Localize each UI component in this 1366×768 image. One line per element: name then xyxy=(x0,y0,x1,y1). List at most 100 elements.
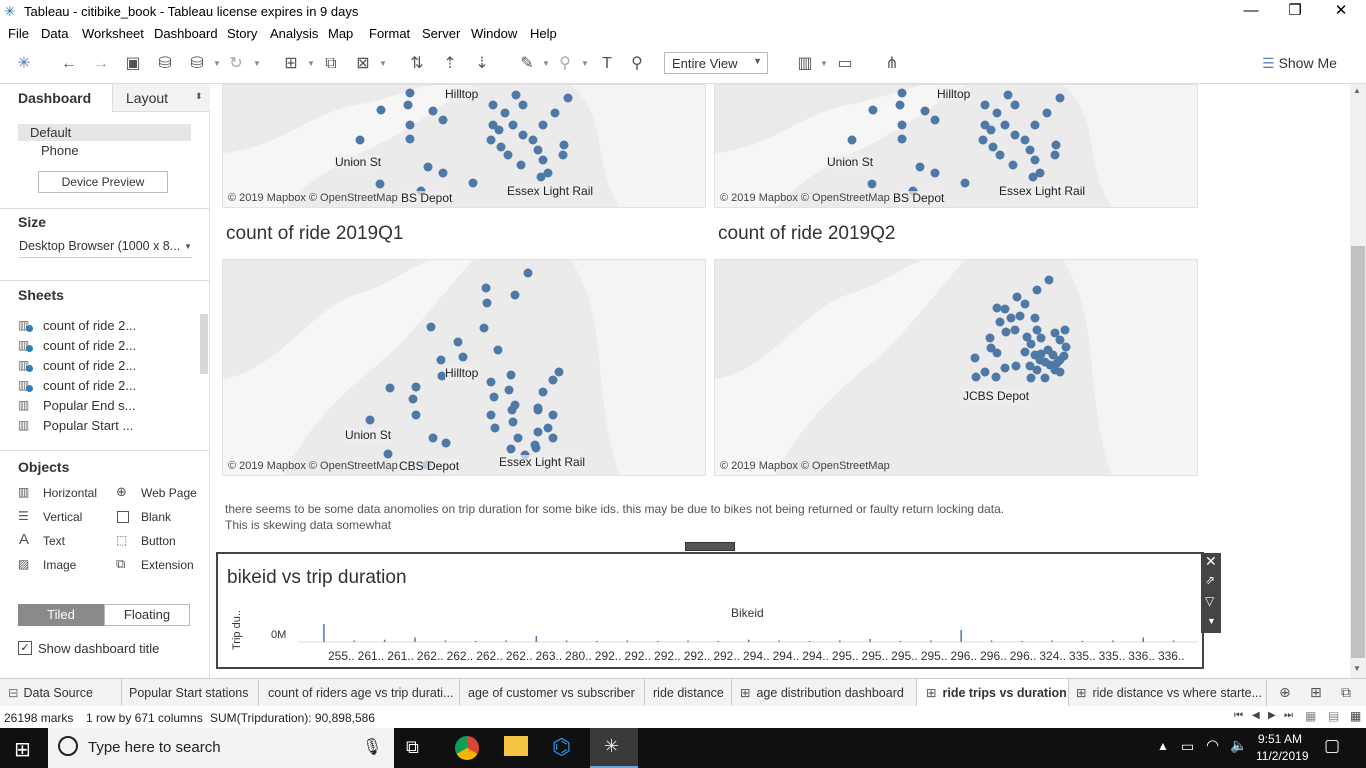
object-horizontal[interactable]: ▥ Horizontal xyxy=(18,485,98,500)
object-extension[interactable]: ⧉ Extension xyxy=(116,556,194,572)
vscode-icon[interactable]: ⌬ xyxy=(552,734,572,759)
chevron-down-icon[interactable]: ▼ xyxy=(307,59,315,68)
sheet-item[interactable]: ▥ count of ride 2... xyxy=(18,378,137,393)
battery-icon[interactable]: ▭ xyxy=(1181,738,1195,754)
tab-ride-distance-vs-start[interactable]: ⊞ ride distance vs where starte... xyxy=(1069,679,1267,707)
duplicate-icon[interactable]: ⧉ xyxy=(325,55,337,72)
sheet-item[interactable]: ▥ count of ride 2... xyxy=(18,338,137,353)
highlight-icon[interactable]: ✎ xyxy=(520,55,534,72)
chevron-up-icon[interactable]: ▲ xyxy=(1157,739,1169,753)
menu-worksheet[interactable]: Worksheet xyxy=(82,26,144,41)
sheet-item[interactable]: ▥ count of ride 2... xyxy=(18,358,137,373)
tab-dashboard[interactable]: Dashboard xyxy=(0,84,112,112)
scrollbar-thumb[interactable] xyxy=(1351,246,1365,658)
clear-sheet-icon[interactable]: ⊠ xyxy=(356,55,370,72)
sheets-scrollbar[interactable] xyxy=(200,314,208,374)
last-sheet-icon[interactable]: ⏭ xyxy=(1284,710,1293,721)
sheet-item[interactable]: ▥ Popular Start ... xyxy=(18,418,134,433)
menu-analysis[interactable]: Analysis xyxy=(270,26,319,41)
map-attribution[interactable]: © 2019 Mapbox © OpenStreetMap xyxy=(228,192,398,204)
clock-time[interactable]: 9:51 AM xyxy=(1258,732,1303,746)
bar-chart-container[interactable]: bikeid vs trip duration Bikeid Trip du..… xyxy=(216,552,1204,669)
object-image[interactable]: ▨ Image xyxy=(18,557,77,572)
new-worksheet-icon[interactable]: ⊞ xyxy=(284,55,298,72)
chevron-down-icon[interactable]: ▼ xyxy=(581,59,589,68)
object-blank[interactable]: Blank xyxy=(116,509,206,527)
clock-date[interactable]: 11/2/2019 xyxy=(1256,749,1309,763)
new-data-source-icon[interactable]: ⛁ xyxy=(158,55,172,72)
new-dashboard-icon[interactable]: ⊞ xyxy=(1310,684,1322,700)
device-default[interactable]: Default xyxy=(18,124,191,141)
menu-dashboard[interactable]: Dashboard xyxy=(154,26,218,41)
map-top-left[interactable]: Hilltop Union St BS Depot Essex Light Ra… xyxy=(222,84,706,208)
map-attribution[interactable]: © 2019 Mapbox © OpenStreetMap xyxy=(720,460,890,472)
chevron-down-icon[interactable]: ▼ xyxy=(542,59,550,68)
object-button[interactable]: ⬚ Button xyxy=(116,533,176,548)
cards-icon[interactable]: ▥ xyxy=(797,55,813,72)
tab-popular-start-stations[interactable]: Popular Start stations xyxy=(122,679,259,707)
minimize-button[interactable]: — xyxy=(1243,2,1259,19)
taskbar-search[interactable]: Type here to search 🎙 xyxy=(48,728,394,768)
object-web-page[interactable]: ⊕ Web Page xyxy=(116,484,197,500)
tab-ride-trips-vs-duration[interactable]: ⊞ ride trips vs duration xyxy=(917,679,1069,707)
size-dropdown[interactable]: Desktop Browser (1000 x 8... ▼ xyxy=(18,238,192,258)
object-text[interactable]: A Text xyxy=(19,531,66,548)
undo-icon[interactable]: ← xyxy=(61,55,77,72)
grid-view-icon[interactable]: ▦ xyxy=(1350,709,1362,723)
share-icon[interactable]: ⋔ xyxy=(885,55,899,72)
chevron-down-icon[interactable]: ▼ xyxy=(253,59,261,68)
map-attribution[interactable]: © 2019 Mapbox © OpenStreetMap xyxy=(720,192,890,204)
sort-descending-icon[interactable]: ⇣ xyxy=(475,55,489,72)
tableau-taskbar-button[interactable]: ✳ xyxy=(590,728,638,768)
swap-rows-columns-icon[interactable]: ⇅ xyxy=(410,55,424,72)
tab-layout[interactable]: Layout ⬍ xyxy=(112,84,210,112)
menu-story[interactable]: Story xyxy=(227,26,258,41)
show-me-button[interactable]: ☰ Show Me xyxy=(1262,55,1337,71)
fit-dropdown[interactable]: Entire View ▼ xyxy=(664,52,768,74)
device-preview-button[interactable]: Device Preview xyxy=(38,171,168,193)
object-vertical[interactable]: ☰ Vertical xyxy=(18,509,83,524)
menu-server[interactable]: Server xyxy=(422,26,461,41)
restore-button[interactable]: ❐ xyxy=(1288,2,1302,19)
menu-data[interactable]: Data xyxy=(41,26,69,41)
sheet-item[interactable]: ▥ Popular End s... xyxy=(18,398,136,413)
map-attribution[interactable]: © 2019 Mapbox © OpenStreetMap xyxy=(228,460,398,472)
container-drag-handle[interactable] xyxy=(685,542,735,551)
task-view-icon[interactable]: ⧉ xyxy=(406,737,419,757)
menu-window[interactable]: Window xyxy=(471,26,518,41)
remove-icon[interactable]: ✕ xyxy=(1205,553,1217,569)
show-labels-icon[interactable]: T xyxy=(602,55,612,72)
new-worksheet-icon[interactable]: ⊕ xyxy=(1279,684,1291,700)
scroll-down-icon[interactable]: ▼ xyxy=(1353,664,1361,673)
notifications-icon[interactable]: ▢ xyxy=(1324,736,1341,755)
windows-start-icon[interactable]: ⊞ xyxy=(14,739,31,761)
map-top-right[interactable]: Hilltop Union St BS Depot Essex Light Ra… xyxy=(714,84,1198,208)
tab-count-riders-age[interactable]: count of riders age vs trip durati... xyxy=(259,679,460,707)
tab-ride-distance[interactable]: ride distance xyxy=(645,679,732,707)
scroll-up-icon[interactable]: ▲ xyxy=(1353,86,1361,95)
presentation-mode-icon[interactable]: ▭ xyxy=(837,55,853,72)
tiled-toggle[interactable]: Tiled xyxy=(18,604,104,626)
chevron-down-icon[interactable]: ▼ xyxy=(213,59,221,68)
more-options-icon[interactable]: ▼ xyxy=(1207,616,1216,626)
chrome-icon[interactable] xyxy=(455,736,479,760)
sheet-item[interactable]: ▥ count of ride 2... xyxy=(18,318,137,333)
group-members-icon[interactable]: ⚲ xyxy=(559,55,571,72)
volume-icon[interactable]: 🔈 xyxy=(1230,737,1248,753)
prev-sheet-icon[interactable]: ◀ xyxy=(1252,710,1260,721)
show-title-checkbox[interactable]: ✓ Show dashboard title xyxy=(18,640,198,658)
tableau-home-icon[interactable]: ✳ xyxy=(17,55,31,72)
tab-age-customer-subscriber[interactable]: age of customer vs subscriber xyxy=(460,679,645,707)
fix-axes-icon[interactable]: ⚲ xyxy=(631,55,643,72)
menu-map[interactable]: Map xyxy=(328,26,354,41)
filmstrip-icon[interactable]: ▦ xyxy=(1305,709,1317,723)
redo-icon[interactable]: → xyxy=(93,55,109,72)
go-to-sheet-icon[interactable]: ⇗ xyxy=(1205,573,1216,587)
menu-format[interactable]: Format xyxy=(369,26,411,41)
tabs-view-icon[interactable]: ▤ xyxy=(1328,709,1340,723)
refresh-icon[interactable]: ↻ xyxy=(229,55,243,72)
tab-data-source[interactable]: ⊟ Data Source xyxy=(0,679,122,707)
new-story-icon[interactable]: ⧉ xyxy=(1341,684,1351,700)
menu-help[interactable]: Help xyxy=(530,26,557,41)
file-explorer-icon[interactable] xyxy=(504,736,528,756)
